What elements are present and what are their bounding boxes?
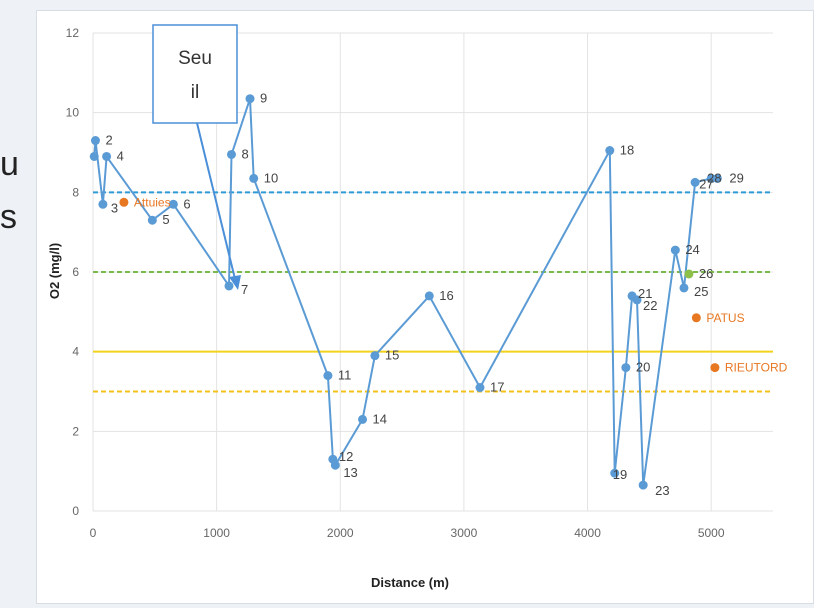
x-tick-label: 4000 [574,526,601,540]
slide-text-fragment-1: u [0,145,19,183]
data-point [706,173,716,183]
data-point [90,136,100,146]
point-label: 14 [373,411,387,426]
series-line [93,98,718,486]
y-tick-label: 2 [72,424,79,438]
callout-arrow [196,122,236,280]
y-tick-label: 12 [66,26,80,40]
point-label: 8 [241,146,248,161]
point-label: 2 [105,133,112,148]
point-label: 10 [264,170,278,185]
data-point [370,351,380,361]
point-label: 7 [241,282,248,297]
site-label: PATUS [706,311,744,325]
data-point [249,173,259,183]
point-label: 24 [685,242,699,257]
seuil-callout: Seu il [152,24,241,290]
data-point [605,146,615,156]
x-tick-label: 2000 [327,526,354,540]
data-point [89,151,99,161]
point-label: 26 [699,266,713,281]
point-label: 19 [613,467,627,482]
point-label: 28 [707,170,721,185]
y-tick-label: 6 [72,265,79,279]
x-tick-label: 0 [90,526,97,540]
point-label: 22 [643,298,657,313]
point-label: 15 [385,348,399,363]
y-tick-label: 4 [72,345,79,359]
point-label: 21 [638,286,652,301]
data-point [330,460,340,470]
data-point [358,414,368,424]
callout-text-line-1: Seu [178,48,212,69]
data-point [712,173,722,183]
data-point [475,383,485,393]
site-label: RIEUTORD [725,361,788,375]
data-point [610,468,620,478]
data-point [632,295,642,305]
x-tick-label: 3000 [451,526,478,540]
site-marker [710,363,720,373]
point-label: 13 [343,465,357,480]
point-label: 29 [729,170,743,185]
data-point [621,363,631,373]
data-point [670,245,680,255]
x-axis-label: Distance (m) [371,575,449,590]
y-tick-label: 0 [72,504,79,518]
point-label: 18 [620,143,634,158]
y-tick-label: 8 [72,185,79,199]
point-label: 11 [338,368,352,383]
data-point [147,215,157,225]
point-label: 9 [260,91,267,106]
site-marker [691,313,701,323]
data-point [226,149,236,159]
data-point [98,199,108,209]
point-label: 6 [183,196,190,211]
site-label: Attuies [134,195,171,209]
data-point [245,94,255,104]
x-tick-label: 1000 [203,526,230,540]
data-point [323,371,333,381]
series-lines [93,98,718,486]
callout-text-line-2: il [191,82,199,103]
point-label: 16 [439,288,453,303]
point-label: 27 [699,176,713,191]
point-label: 4 [117,148,124,163]
point-label: 23 [655,483,669,498]
point-label: 20 [636,360,650,375]
y-tick-label: 10 [66,106,80,120]
data-point [690,177,700,187]
y-axis-label: O2 (mg/l) [47,243,62,299]
point-label: 12 [339,449,353,464]
chart-panel: 2 3 4 5 6 7 8 9 10 11 12 13 14 15 16 17 18 19 20 21 22 23 24 25… [36,10,814,604]
reference-lines [93,191,773,393]
slide-text-fragment-2: s [0,198,17,236]
point-labels: 2345678910111213141516171819202122232425… [105,91,787,498]
site-marker [684,269,694,279]
data-points [89,94,722,490]
point-label: 3 [111,200,118,215]
data-point [224,281,234,291]
data-point [679,283,689,293]
site-marker [119,197,129,207]
point-label: 25 [694,284,708,299]
data-point [424,291,434,301]
data-point [168,199,178,209]
data-point [638,480,648,490]
point-label: 5 [162,212,169,227]
x-tick-label: 5000 [698,526,725,540]
callout-box [152,24,238,124]
point-label: 17 [490,380,504,395]
data-point [102,151,112,161]
o2-distance-chart: 2345678910111213141516171819202122232425… [47,24,788,590]
callout-arrowhead [229,275,241,290]
